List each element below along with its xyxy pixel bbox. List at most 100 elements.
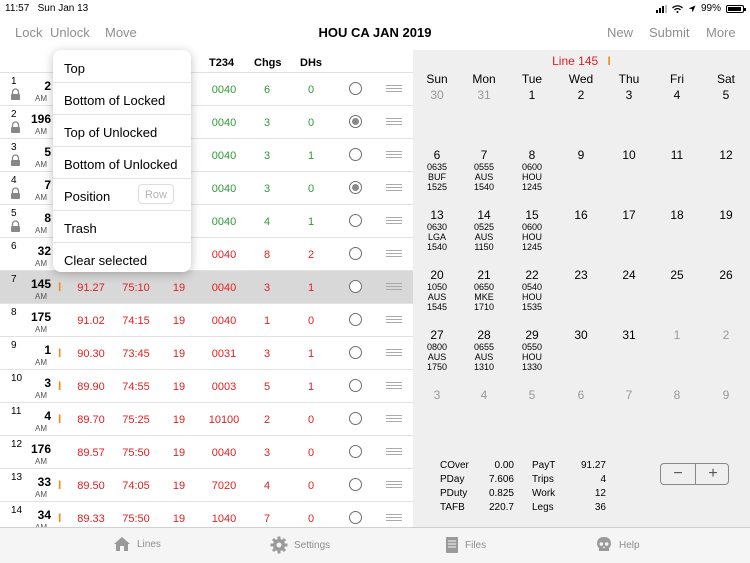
calendar-day[interactable]: 12	[702, 148, 750, 162]
tab-files[interactable]: Files	[445, 536, 486, 554]
calendar-day[interactable]: 27 0800 AUS 1750	[413, 328, 461, 372]
calendar-day[interactable]: 10	[605, 148, 653, 162]
table-row[interactable]: 2 196 AM 0040 3 0	[0, 105, 413, 138]
calendar-day[interactable]: 4	[460, 388, 508, 402]
menu-item-bottom-of-locked[interactable]: Bottom of Locked	[53, 83, 191, 115]
reorder-handle-icon[interactable]	[386, 85, 402, 92]
row-select-radio[interactable]	[349, 82, 362, 95]
reorder-handle-icon[interactable]	[386, 415, 402, 422]
reorder-handle-icon[interactable]	[386, 283, 402, 290]
lock-button[interactable]: Lock	[15, 25, 43, 40]
calendar-day[interactable]: 1	[508, 88, 556, 102]
row-select-radio[interactable]	[349, 445, 362, 458]
calendar-day[interactable]: 2	[557, 88, 605, 102]
table-row[interactable]: 8 175 AM 91.02 74:15 19 0040 1 0	[0, 303, 413, 336]
table-row[interactable]: 11 4 AM I 89.70 75:25 19 10100 2 0	[0, 402, 413, 435]
table-row[interactable]: 13 33 AM I 89.50 74:05 19 7020 4 0	[0, 468, 413, 501]
reorder-handle-icon[interactable]	[386, 448, 402, 455]
calendar-day[interactable]: 16	[557, 208, 605, 222]
row-select-radio[interactable]	[349, 115, 362, 128]
calendar-day[interactable]: 20 1050 AUS 1545	[413, 268, 461, 312]
calendar-day[interactable]: 24	[605, 268, 653, 282]
table-row[interactable]: 12 176 AM 89.57 75:50 19 0040 3 0	[0, 435, 413, 468]
calendar-day[interactable]: 23	[557, 268, 605, 282]
calendar-day[interactable]: 9	[557, 148, 605, 162]
calendar-day[interactable]: 17	[605, 208, 653, 222]
calendar-day[interactable]: 31	[605, 328, 653, 342]
submit-button[interactable]: Submit	[649, 25, 690, 40]
table-row[interactable]: 5 8 AM 0040 4 1	[0, 204, 413, 237]
unlock-button[interactable]: Unlock	[50, 25, 90, 40]
calendar-day[interactable]: 5	[702, 88, 750, 102]
calendar-day[interactable]: 29 0550 HOU 1330	[508, 328, 556, 372]
reorder-handle-icon[interactable]	[386, 151, 402, 158]
calendar-day[interactable]: 15 0600 HOU 1245	[508, 208, 556, 252]
calendar-day[interactable]: 21 0650 MKE 1710	[460, 268, 508, 312]
calendar-day[interactable]: 11	[653, 148, 701, 162]
more-button[interactable]: More	[706, 25, 736, 40]
row-select-radio[interactable]	[349, 412, 362, 425]
tab-lines[interactable]: Lines	[113, 536, 161, 552]
row-select-radio[interactable]	[349, 148, 362, 161]
reorder-handle-icon[interactable]	[386, 382, 402, 389]
table-row[interactable]: 3 5 AM 0040 3 1	[0, 138, 413, 171]
row-select-radio[interactable]	[349, 247, 362, 260]
tab-help[interactable]: Help	[595, 536, 640, 554]
calendar-day[interactable]: 22 0540 HOU 1535	[508, 268, 556, 312]
calendar-day[interactable]: 13 0630 LGA 1540	[413, 208, 461, 252]
menu-item-position[interactable]: Position Row	[53, 179, 191, 211]
reorder-handle-icon[interactable]	[386, 349, 402, 356]
menu-item-top[interactable]: Top	[53, 51, 191, 83]
calendar-day[interactable]: 6 0635 BUF 1525	[413, 148, 461, 192]
row-select-radio[interactable]	[349, 346, 362, 359]
row-select-radio[interactable]	[349, 280, 362, 293]
position-row-input[interactable]: Row	[138, 184, 174, 204]
reorder-handle-icon[interactable]	[386, 514, 402, 521]
calendar-day[interactable]: 2	[702, 328, 750, 342]
menu-item-trash[interactable]: Trash	[53, 211, 191, 243]
reorder-handle-icon[interactable]	[386, 250, 402, 257]
move-button[interactable]: Move	[105, 25, 137, 40]
table-row[interactable]: 10 3 AM I 89.90 74:55 19 0003 5 1	[0, 369, 413, 402]
table-row[interactable]: 1 2 AM 0040 6 0	[0, 72, 413, 105]
calendar-day[interactable]: 28 0655 AUS 1310	[460, 328, 508, 372]
table-row[interactable]: 6 32 AM 0040 8 2	[0, 237, 413, 270]
row-select-radio[interactable]	[349, 511, 362, 524]
calendar-day[interactable]: 18	[653, 208, 701, 222]
calendar-day[interactable]: 30	[557, 328, 605, 342]
calendar-day[interactable]: 30	[413, 88, 461, 102]
calendar-day[interactable]: 5	[508, 388, 556, 402]
line-stepper[interactable]: − +	[660, 463, 729, 485]
calendar-day[interactable]: 8 0600 HOU 1245	[508, 148, 556, 192]
calendar-day[interactable]: 26	[702, 268, 750, 282]
table-row[interactable]: 4 7 AM 0040 3 0	[0, 171, 413, 204]
reorder-handle-icon[interactable]	[386, 316, 402, 323]
menu-item-clear-selected[interactable]: Clear selected	[53, 243, 191, 272]
calendar-day[interactable]: 7 0555 AUS 1540	[460, 148, 508, 192]
calendar-day[interactable]: 4	[653, 88, 701, 102]
row-select-radio[interactable]	[349, 379, 362, 392]
calendar-day[interactable]: 1	[653, 328, 701, 342]
row-select-radio[interactable]	[349, 181, 362, 194]
row-select-radio[interactable]	[349, 313, 362, 326]
calendar-day[interactable]: 14 0525 AUS 1150	[460, 208, 508, 252]
new-button[interactable]: New	[607, 25, 634, 40]
menu-item-top-of-unlocked[interactable]: Top of Unlocked	[53, 115, 191, 147]
reorder-handle-icon[interactable]	[386, 118, 402, 125]
tab-settings[interactable]: Settings	[270, 536, 330, 554]
reorder-handle-icon[interactable]	[386, 184, 402, 191]
calendar-day[interactable]: 3	[413, 388, 461, 402]
reorder-handle-icon[interactable]	[386, 217, 402, 224]
calendar-day[interactable]: 7	[605, 388, 653, 402]
calendar-day[interactable]: 3	[605, 88, 653, 102]
stepper-minus-button[interactable]: −	[673, 465, 683, 482]
calendar-day[interactable]: 6	[557, 388, 605, 402]
row-select-radio[interactable]	[349, 478, 362, 491]
row-select-radio[interactable]	[349, 214, 362, 227]
calendar-day[interactable]: 8	[653, 388, 701, 402]
table-row[interactable]: 14 34AM I 89.33 75:50 19 1040 7 0	[0, 501, 413, 527]
calendar-day[interactable]: 31	[460, 88, 508, 102]
menu-item-bottom-of-unlocked[interactable]: Bottom of Unlocked	[53, 147, 191, 179]
reorder-handle-icon[interactable]	[386, 481, 402, 488]
calendar-day[interactable]: 9	[702, 388, 750, 402]
